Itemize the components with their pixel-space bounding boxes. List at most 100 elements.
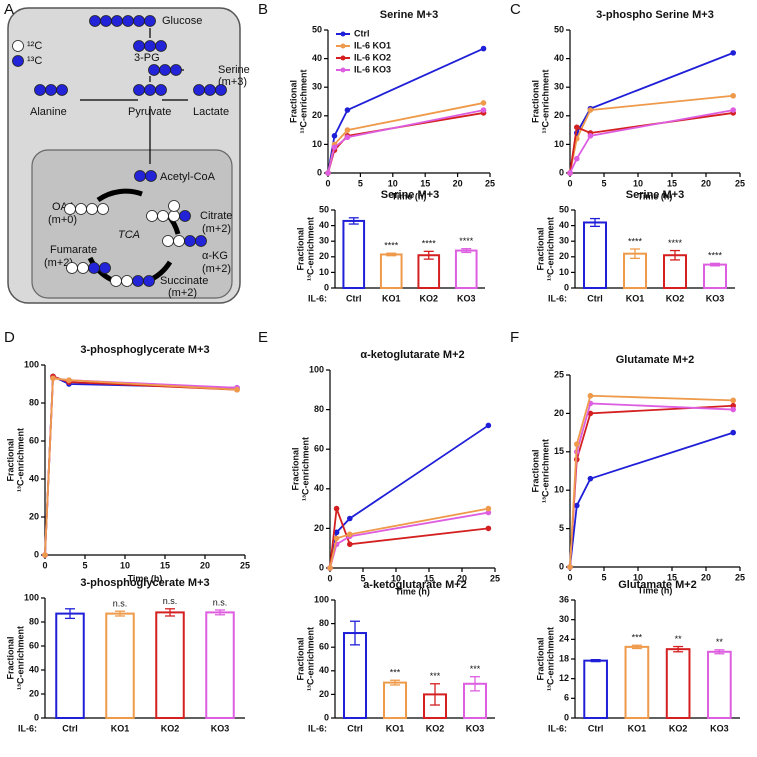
significance-label: **** xyxy=(384,241,399,251)
error-bar xyxy=(710,262,720,267)
series-line xyxy=(569,109,734,174)
chart: 3-phosphoglycerate M+3 Fractional ¹³C-enri… xyxy=(5,577,245,733)
y-axis-label: ¹³C-enrichment xyxy=(540,69,550,133)
data-point xyxy=(574,502,580,509)
bar xyxy=(583,659,608,720)
error-bar xyxy=(165,608,175,617)
error-bar xyxy=(430,683,440,706)
y-tick-label: 20 xyxy=(29,688,39,698)
data-point xyxy=(730,406,736,413)
carbon-atom xyxy=(215,84,227,96)
y-tick-label: 6 xyxy=(564,693,569,703)
carbon-atom xyxy=(110,275,122,287)
x-tick-label: 0 xyxy=(325,178,330,188)
y-tick-label: 20 xyxy=(312,110,322,120)
label: (m+2) xyxy=(202,263,231,275)
y-tick-label: 60 xyxy=(319,642,329,652)
significance-label: *** xyxy=(470,664,481,674)
error-bar xyxy=(590,217,600,228)
chart-title: 3-phospho Serine M+3 xyxy=(596,9,714,21)
metabolite: Glucose xyxy=(162,15,202,27)
bar xyxy=(55,612,85,719)
y-axis-label: ¹³C-enrichment xyxy=(540,439,550,503)
y-tick-label: 100 xyxy=(24,592,39,602)
chart: Serine M+3 Fractional ¹³C-enrichment 0 10 20 3… xyxy=(535,189,735,303)
significance-label: **** xyxy=(459,236,474,246)
significance-label: *** xyxy=(390,668,401,678)
data-point xyxy=(587,133,594,139)
error-bar xyxy=(423,250,434,260)
bar xyxy=(342,219,366,289)
y-axis-label: Fractional xyxy=(535,637,545,680)
carbon-atom xyxy=(168,200,180,212)
data-point xyxy=(730,397,736,404)
carbon-atom xyxy=(100,15,112,27)
carbon-atom xyxy=(195,235,207,247)
significance-label: **** xyxy=(422,239,437,249)
carbon-atom xyxy=(179,210,191,222)
y-tick-label: 30 xyxy=(312,82,322,92)
diagram-labels: Glucose 3-PG Serine (m+3) Alanine Pyruva… xyxy=(27,15,250,299)
x-tick-label: KO2 xyxy=(666,293,685,303)
y-tick-label: 25 xyxy=(554,369,564,379)
significance-label: n.s. xyxy=(163,596,178,606)
y-tick-label: 10 xyxy=(554,485,564,495)
significance-label: *** xyxy=(430,671,441,681)
data-point xyxy=(485,525,492,532)
error-bar xyxy=(714,649,725,655)
metabolite: Acetyl-CoA xyxy=(160,171,216,183)
data-point xyxy=(574,441,580,447)
x-tick-label: Ctrl xyxy=(588,723,604,733)
y-tick-label: 20 xyxy=(314,523,324,533)
y-tick-label: 20 xyxy=(554,408,564,418)
carbon-atom xyxy=(75,203,87,215)
bar xyxy=(583,221,607,289)
significance-label: ** xyxy=(675,634,683,644)
error-bar xyxy=(215,609,225,616)
panel-label: B xyxy=(258,1,268,18)
series-line xyxy=(329,424,489,569)
bar xyxy=(383,681,407,719)
pathway-arrows xyxy=(80,28,188,164)
x-tick-label: Ctrl xyxy=(347,723,363,733)
y-axis-label: ¹³C-enrichment xyxy=(305,217,315,281)
chart: Glutamate M+2 Fractional ¹³C-enrichment 0 6 1… xyxy=(535,579,740,733)
x-tick-label: KO1 xyxy=(628,723,647,733)
y-tick-label: 0 xyxy=(564,282,569,292)
label: (m+2) xyxy=(168,287,197,299)
x-tick-label: KO1 xyxy=(111,723,130,733)
error-bar xyxy=(631,644,642,650)
chart: 3-phospho Serine M+3 Fractional ¹³C-enrich… xyxy=(530,9,745,201)
y-tick-label: 80 xyxy=(29,397,39,407)
x-axis-label: Time (h) xyxy=(638,585,673,595)
chart-title: a-ketoglutarate M+2 xyxy=(363,579,467,591)
carbon-atom xyxy=(89,15,101,27)
carbon-atom xyxy=(133,15,145,27)
chart-title: Serine M+3 xyxy=(381,189,439,201)
carbon-atom xyxy=(122,15,134,27)
carbon-atom xyxy=(157,210,169,222)
x-tick-label: 25 xyxy=(485,178,495,188)
x-tick-label: KO1 xyxy=(386,723,405,733)
chart-title: 3-phosphoglycerate M+3 xyxy=(80,577,209,589)
y-axis-label: ¹³C-enrichment xyxy=(15,626,25,690)
y-tick-label: 80 xyxy=(314,404,324,414)
series-line xyxy=(569,404,734,568)
carbon-atom xyxy=(86,203,98,215)
y-tick-label: 0 xyxy=(564,712,569,722)
x-prefix-label: IL-6: xyxy=(548,293,567,303)
legend-label: ¹³C xyxy=(27,55,42,67)
series-line xyxy=(329,507,489,569)
x-tick-label: KO2 xyxy=(669,723,688,733)
x-tick-label: KO3 xyxy=(457,293,476,303)
y-axis-label: Fractional xyxy=(288,80,298,123)
label: (m+2) xyxy=(44,257,73,269)
carbon-atom xyxy=(144,40,156,52)
error-bar xyxy=(630,248,640,260)
y-axis-label: ¹³C-enrichment xyxy=(300,437,310,501)
error-bar xyxy=(348,217,359,225)
chart-title: Serine M+3 xyxy=(626,189,684,201)
data-point xyxy=(325,170,331,176)
x-tick-label: 15 xyxy=(420,178,430,188)
error-bar xyxy=(386,252,397,257)
